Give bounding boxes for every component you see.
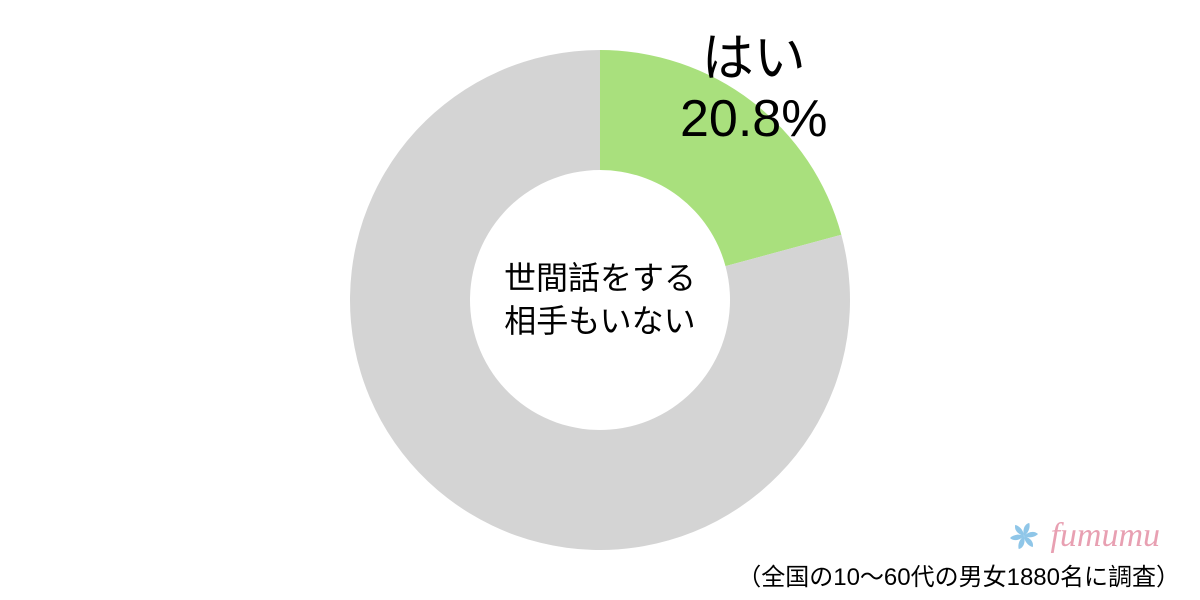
callout-line-2: 20.8% <box>680 90 827 150</box>
survey-caption: （全国の10〜60代の男女1880名に調査） <box>737 557 1180 592</box>
center-line-2: 相手もいない <box>504 300 696 343</box>
chart-center-label: 世間話をする 相手もいない <box>504 257 696 343</box>
brand-logo-text: fumumu <box>1050 517 1160 555</box>
center-line-1: 世間話をする <box>504 257 696 300</box>
pinwheel-icon <box>1004 516 1044 556</box>
slice-callout: はい 20.8% <box>680 30 827 150</box>
callout-line-1: はい <box>680 30 827 90</box>
brand-logo: fumumu <box>1004 516 1160 556</box>
